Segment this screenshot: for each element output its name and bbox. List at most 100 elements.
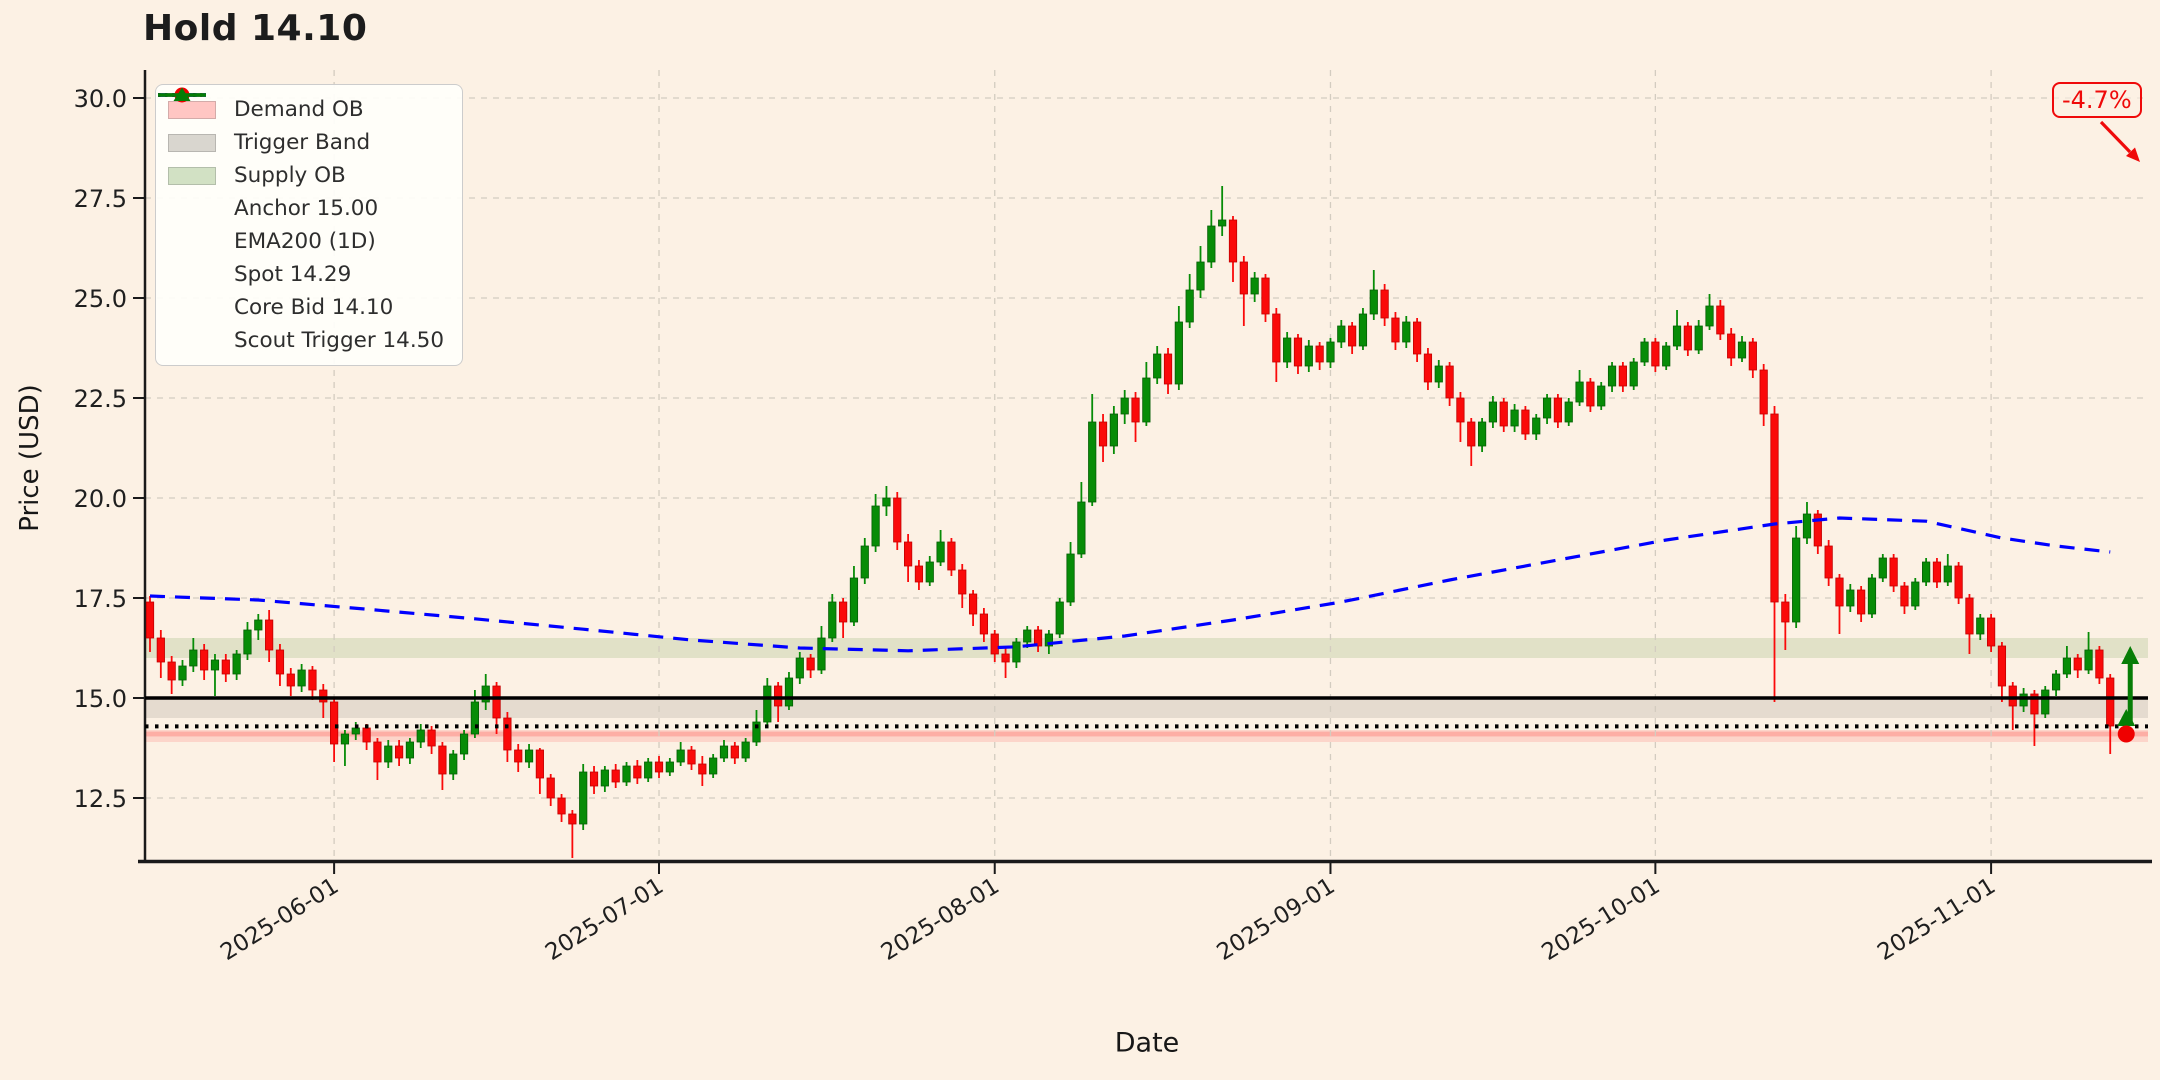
- candle-body-up: [1196, 261, 1205, 291]
- legend-item: Core Bid 14.10: [168, 87, 444, 324]
- candle-body-up: [1088, 421, 1097, 503]
- y-tick-label: 27.5: [74, 185, 127, 213]
- candle-body-up: [1640, 341, 1649, 363]
- y-tick-label: 25.0: [74, 285, 127, 313]
- candle-body-down: [492, 685, 501, 719]
- candle-body-down: [1781, 601, 1790, 623]
- candle-body-up: [1542, 397, 1552, 419]
- legend-item: Demand OB: [168, 93, 444, 126]
- candle-body-down: [1499, 401, 1508, 427]
- candle-body-down: [1618, 365, 1627, 387]
- candle-body-up: [860, 545, 869, 579]
- legend-item-label: Trigger Band: [234, 130, 371, 155]
- candle-body-up: [2051, 673, 2061, 691]
- candle-body-down: [1987, 617, 1996, 647]
- candle-body-down: [611, 769, 620, 783]
- legend-swatch-band: [168, 100, 222, 119]
- candle-body-up: [676, 749, 685, 763]
- candle-body-up: [1207, 225, 1216, 263]
- annotation-arrows: [2099, 120, 2140, 162]
- candle-body-up: [254, 619, 263, 631]
- ema200-line: [149, 516, 2111, 653]
- candle-body-down: [1900, 585, 1909, 607]
- candle-body-down: [514, 749, 523, 763]
- candle-body-down: [275, 649, 285, 675]
- candle-body-down: [839, 601, 848, 623]
- candle-body-up: [1911, 581, 1920, 607]
- candle-body-down: [990, 633, 999, 655]
- x-tick-label: 2025-11-01: [1873, 873, 2000, 966]
- legend-swatch-band: [168, 133, 222, 152]
- candle-body-up: [416, 729, 425, 743]
- candle-body-up: [709, 757, 718, 775]
- candle-body-down: [1467, 421, 1476, 447]
- candle-body-up: [1510, 409, 1519, 427]
- candle-body-up: [405, 741, 415, 759]
- candle-body-up: [178, 665, 187, 681]
- candle-body-up: [1066, 553, 1075, 603]
- candle-body-up: [600, 769, 609, 787]
- candle-body-up: [1012, 641, 1021, 663]
- candle-body-up: [189, 649, 198, 667]
- candle-body-up: [1250, 277, 1259, 295]
- candle-body-up: [1174, 321, 1183, 385]
- candle-body-up: [2041, 689, 2050, 715]
- candle-body-up: [849, 577, 859, 623]
- candle-body-up: [1077, 501, 1086, 555]
- candle-body-up: [1434, 365, 1443, 383]
- candle-body-down: [1261, 277, 1270, 315]
- candle-body-down: [774, 685, 783, 707]
- candle-body-down: [589, 771, 599, 787]
- candle-body-up: [1792, 537, 1801, 623]
- candle-body-up: [1185, 289, 1194, 323]
- pct-arrow-line: [2099, 120, 2132, 154]
- legend-item: Trigger Band: [168, 126, 444, 159]
- candle-body-down: [1716, 305, 1725, 335]
- candle-body-down: [167, 661, 176, 681]
- candle-body-down: [1759, 369, 1768, 415]
- candle-body-down: [1445, 365, 1454, 399]
- candle-body-down: [1813, 513, 1822, 547]
- candle-body-up: [1055, 601, 1064, 635]
- candle-body-up: [1402, 321, 1411, 343]
- candle-body-down: [947, 541, 956, 571]
- candle-body-up: [741, 741, 750, 759]
- candle-body-down: [1272, 313, 1281, 363]
- x-tick-label: 2025-08-01: [877, 873, 1004, 966]
- candle-body-up: [795, 657, 804, 679]
- candle-body-up: [1369, 289, 1378, 315]
- candle-body-down: [1824, 545, 1833, 579]
- y-tick-label: 15.0: [74, 685, 127, 713]
- x-tick-label: 2025-09-01: [1213, 873, 1340, 966]
- legend-item-label: EMA200 (1D): [234, 229, 376, 254]
- candle-body-down: [1954, 565, 1963, 599]
- y-tick-label: 17.5: [74, 585, 127, 613]
- candle-body-up: [243, 629, 252, 655]
- x-tick-label: 2025-07-01: [541, 873, 668, 966]
- pct-change-annotation: -4.7%: [2052, 82, 2142, 118]
- candle-body-up: [1922, 561, 1931, 583]
- candle-body-down: [557, 797, 566, 815]
- candle-body-down: [427, 729, 436, 747]
- band-swatch-icon: [168, 166, 216, 185]
- candle-body-down: [958, 569, 967, 595]
- candle-body-up: [384, 745, 393, 763]
- candle-body-up: [481, 685, 490, 703]
- candle-body-down: [698, 763, 707, 775]
- candle-body-down: [1315, 345, 1324, 363]
- candle-body-up: [871, 505, 880, 547]
- demand-ob-band: [145, 730, 2148, 742]
- candle-body-up: [459, 733, 469, 755]
- candle-body-up: [719, 745, 729, 759]
- candle-body-down: [546, 777, 555, 799]
- y-tick-label: 30.0: [74, 85, 127, 113]
- candle-body-down: [200, 649, 209, 671]
- candle-body-down: [221, 659, 230, 675]
- candle-body-down: [286, 673, 295, 687]
- legend-item: Anchor 15.00: [158, 93, 444, 225]
- legend-item-label: Core Bid 14.10: [234, 295, 394, 320]
- candle-body-down: [1965, 597, 1974, 635]
- candle-body-down: [1857, 589, 1866, 615]
- y-axis-label: Price (USD): [15, 384, 45, 532]
- candle-body-up: [579, 771, 588, 825]
